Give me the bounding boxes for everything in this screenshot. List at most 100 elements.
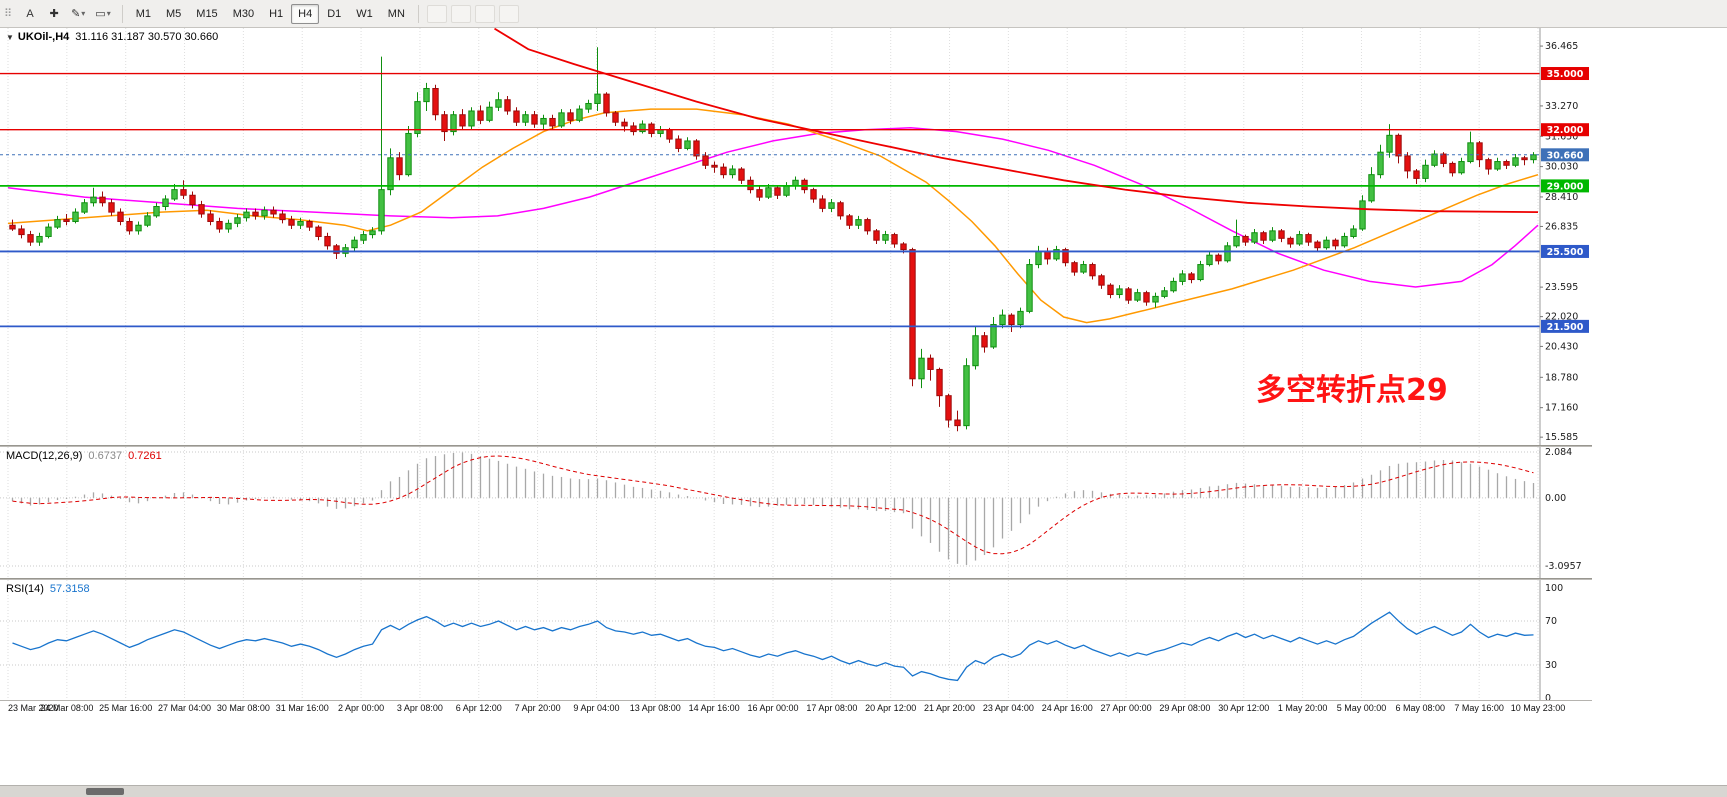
svg-text:70: 70 [1545,616,1557,627]
svg-text:30.030: 30.030 [1545,162,1578,173]
timeframe-button-mn[interactable]: MN [381,4,412,24]
main-chart[interactable]: 多空转折点29 36.465 33.270 31.650 30.030 28.410 26.… [0,28,1592,445]
ohlc-values: 31.116 31.187 30.570 30.660 [75,31,219,43]
macd-name: MACD(12,26,9) [6,450,83,462]
time-label: 9 Apr 04:00 [573,703,620,713]
toolbar-disabled-icon [450,4,471,23]
time-label: 3 Apr 08:00 [396,703,443,713]
time-label: 20 Apr 12:00 [865,703,917,713]
rsi-label: RSI(14) 57.3158 [6,583,90,595]
rsi-name: RSI(14) [6,583,44,595]
chart-annotation: 多空转折点29 [1256,373,1448,408]
rectangle-icon: ▭ [95,8,106,20]
time-label: 23 Apr 04:00 [982,703,1034,713]
time-label: 2 Apr 00:00 [338,703,385,713]
svg-text:31.650: 31.650 [1545,131,1578,142]
toolbar-separator [417,4,419,23]
svg-text:21.500: 21.500 [1547,322,1584,333]
timeframe-button-h1[interactable]: H1 [262,4,290,24]
timeframe-button-m15[interactable]: M15 [189,4,224,24]
svg-text:2.084: 2.084 [1545,447,1572,458]
time-label: 30 Mar 08:00 [216,703,270,713]
descending-trendline [494,28,1539,213]
time-label: 30 Apr 12:00 [1218,703,1270,713]
time-label: 10 May 23:00 [1510,703,1566,713]
draw-tools-dropdown[interactable]: ✎ ▾ [66,4,90,24]
rsi-value: 57.3158 [49,583,90,595]
candles-layer [9,47,1537,432]
svg-text:20.430: 20.430 [1545,341,1578,352]
time-label: 25 Mar 16:00 [99,703,153,713]
time-label: 31 Mar 16:00 [275,703,329,713]
crosshair-tool-button[interactable]: ✚ [42,4,66,24]
svg-text:0: 0 [1545,693,1551,700]
active-chart-tab[interactable] [86,788,124,795]
top-toolbar: ⠿ A ✚ ✎ ▾ ▭ ▾ M1 M5 M15 M30 H1 H4 D1 W1 MN [0,0,1727,28]
pencil-icon: ✎ [71,8,81,20]
time-label: 7 Apr 20:00 [514,703,561,713]
svg-text:33.270: 33.270 [1545,101,1578,112]
rsi-line [12,611,1534,682]
time-label: 6 Apr 12:00 [455,703,502,713]
toolbar-disabled-icon [474,4,495,23]
svg-text:100: 100 [1545,583,1563,594]
time-label: 24 Mar 08:00 [40,703,94,713]
chart-window: ▼ UKOil-,H4 31.116 31.187 30.570 30.660 … [0,28,1592,716]
price-badge-29.000 [1541,179,1589,193]
timeframe-button-h4[interactable]: H4 [291,3,320,24]
macd-signal-line [12,455,1534,555]
macd-label: MACD(12,26,9) 0.6737 0.7261 [6,450,162,462]
panel-divider[interactable] [0,445,1592,447]
time-label: 23 Mar 2020 [8,703,59,713]
svg-text:30: 30 [1545,660,1557,671]
svg-text:32.000: 32.000 [1547,125,1584,136]
svg-text:0.00: 0.00 [1545,493,1566,504]
chart-symbol-label: ▼ UKOil-,H4 31.116 31.187 30.570 30.660 [6,31,218,43]
timeframe-button-d1[interactable]: D1 [320,4,348,24]
toolbar-separator [121,4,123,23]
macd-signal-value: 0.7261 [128,450,162,462]
panel-divider[interactable] [0,578,1592,580]
time-label: 14 Apr 16:00 [688,703,740,713]
time-label: 27 Mar 04:00 [158,703,212,713]
toolbar-drag-handle[interactable]: ⠿ [4,8,13,20]
macd-histogram [11,452,1535,565]
rsi-chart[interactable]: 100 70 30 0 [0,580,1592,700]
timeframe-button-m5[interactable]: M5 [159,4,188,24]
ma-magenta [7,127,1539,288]
shapes-tools-dropdown[interactable]: ▭ ▾ [90,4,115,24]
time-label: 24 Apr 16:00 [1041,703,1093,713]
svg-text:35.000: 35.000 [1547,69,1584,80]
svg-text:26.835: 26.835 [1545,221,1578,232]
time-label: 13 Apr 08:00 [629,703,681,713]
macd-panel: MACD(12,26,9) 0.6737 0.7261 2.084 0.00 -3.… [0,447,1592,578]
timeframe-button-m30[interactable]: M30 [226,4,261,24]
svg-text:18.780: 18.780 [1545,372,1578,383]
rsi-panel: RSI(14) 57.3158 100 70 30 0 [0,580,1592,700]
timeframe-button-m1[interactable]: M1 [129,4,158,24]
svg-text:-3.0957: -3.0957 [1545,561,1582,572]
time-label: 7 May 16:00 [1454,703,1504,713]
svg-text:23.595: 23.595 [1545,282,1578,293]
dropdown-arrow-icon[interactable]: ▼ [6,32,14,42]
text-tool-button[interactable]: A [18,4,42,24]
price-panel: ▼ UKOil-,H4 31.116 31.187 30.570 30.660 … [0,28,1592,445]
macd-chart[interactable]: 2.084 0.00 -3.0957 [0,447,1592,578]
time-label: 5 May 00:00 [1336,703,1387,713]
toolbar-disabled-icon [426,4,447,23]
svg-text:28.410: 28.410 [1545,192,1578,203]
symbol-text: UKOil-,H4 [17,31,70,43]
time-axis[interactable]: 23 Mar 2020 24 Mar 08:00 25 Mar 16:00 27 Ma… [0,700,1592,716]
time-label: 1 May 20:00 [1277,703,1328,713]
timeframe-button-w1[interactable]: W1 [349,4,380,24]
svg-text:30.660: 30.660 [1547,150,1584,161]
chevron-down-icon: ▾ [106,9,111,18]
svg-text:36.465: 36.465 [1545,41,1578,52]
toolbar-disabled-icon [498,4,519,23]
price-badge-35.000 [1541,67,1589,81]
price-badge-25.500 [1541,244,1589,258]
bottom-tab-bar[interactable] [0,785,1727,797]
svg-text:15.585: 15.585 [1545,432,1578,443]
price-badge-32.000 [1541,123,1589,137]
